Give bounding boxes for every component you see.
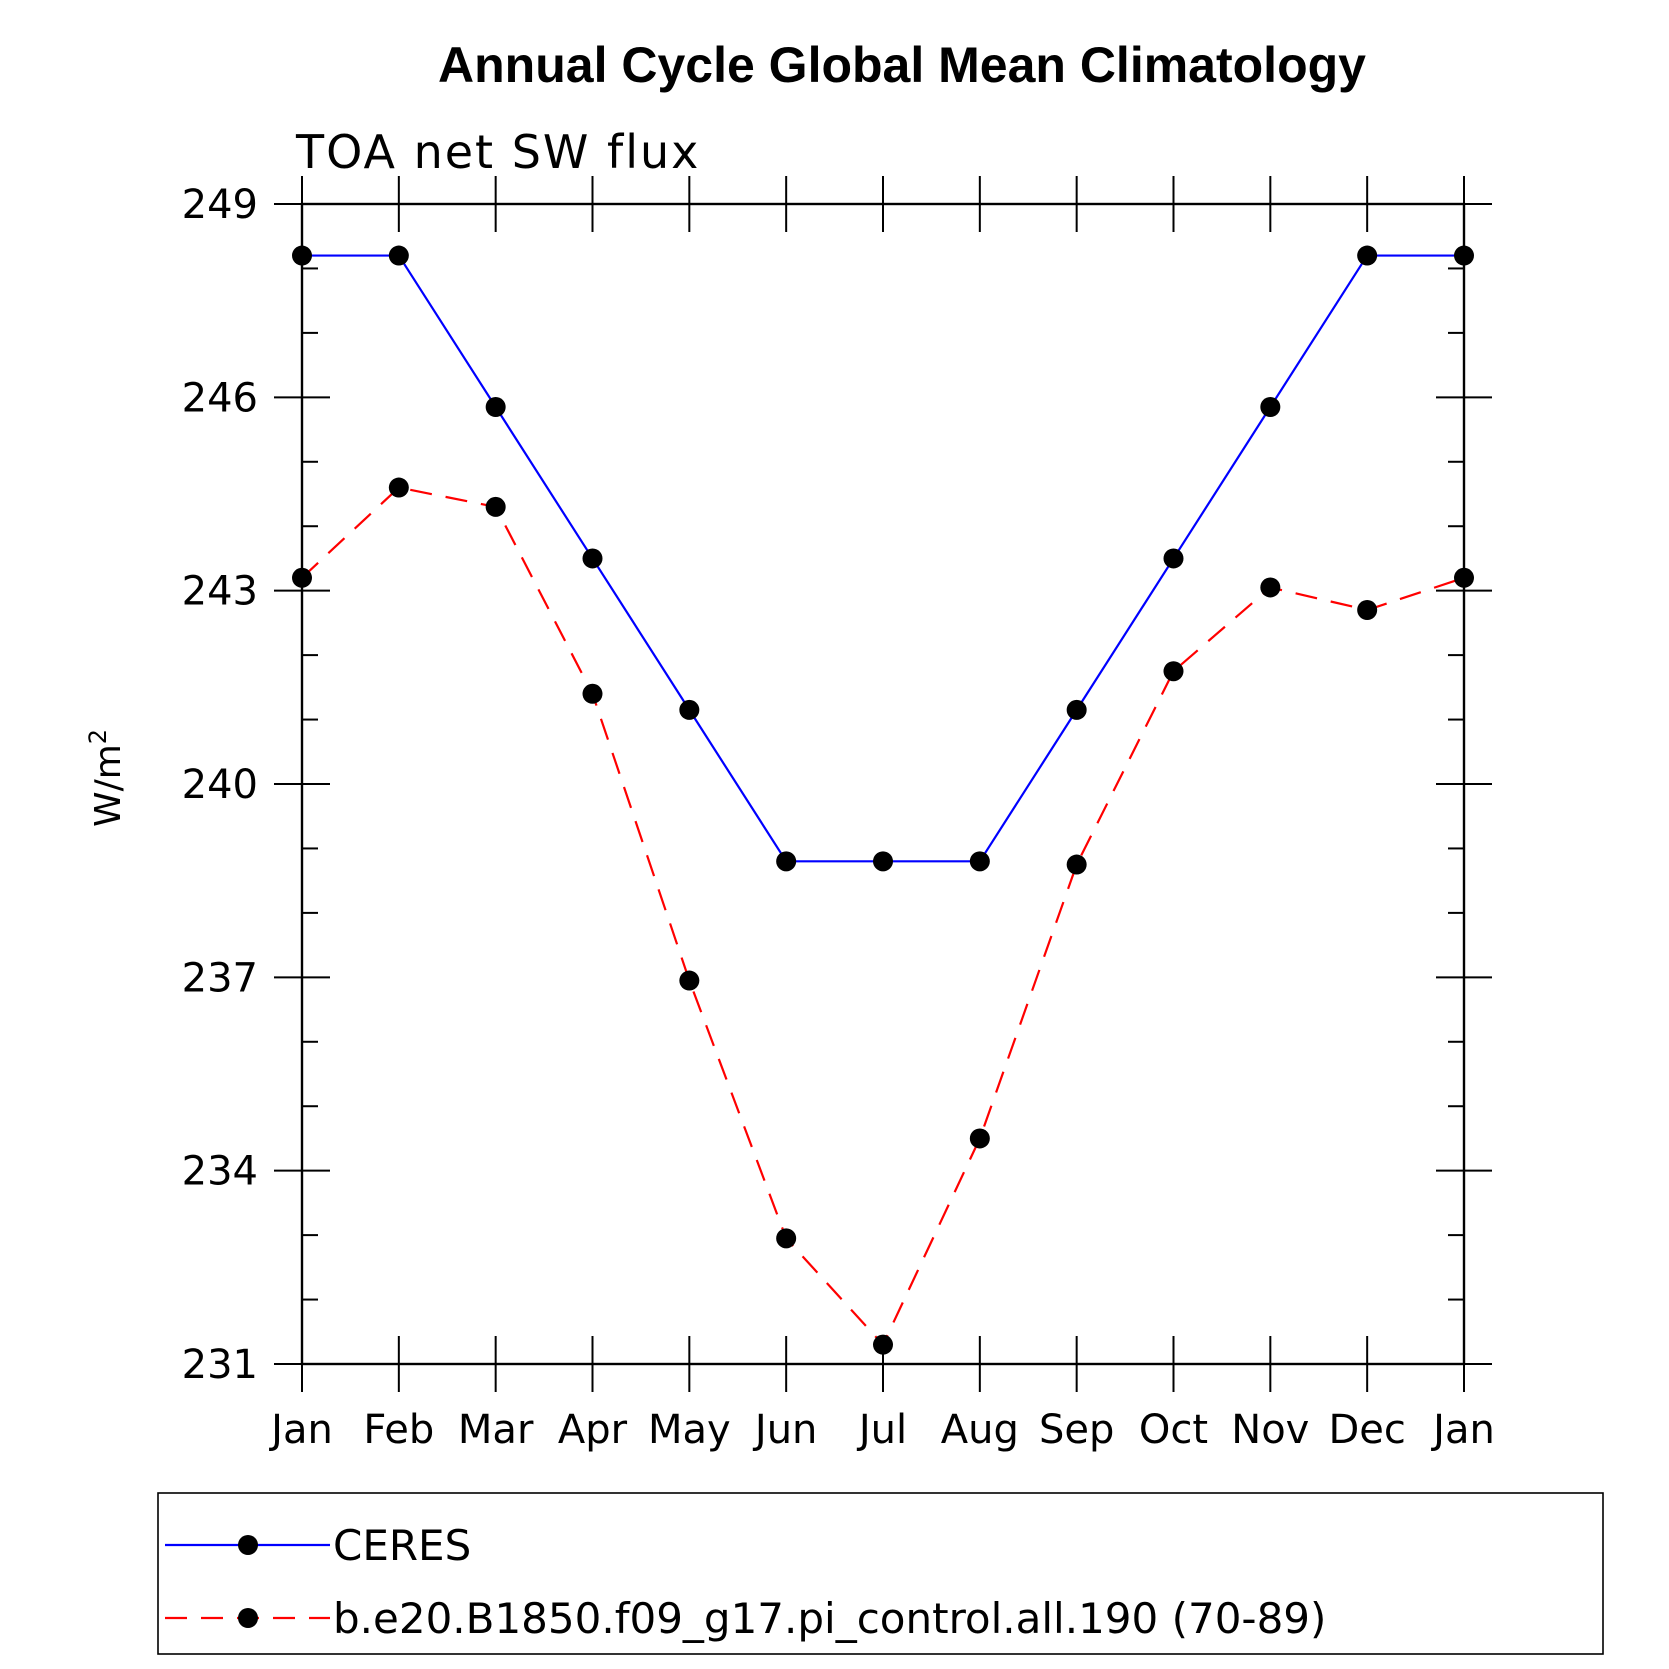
y-tick-label: 240 (182, 762, 258, 808)
series-layer (292, 245, 1474, 1355)
data-point (388, 245, 409, 266)
x-tick-label: Aug (941, 1407, 1019, 1453)
data-point (776, 1228, 797, 1249)
data-point (679, 699, 700, 720)
x-tick-label: Sep (1039, 1407, 1114, 1453)
y-axis-label-superscript: 2 (84, 729, 112, 744)
data-point (1163, 661, 1184, 682)
x-tick-label: Mar (458, 1407, 534, 1453)
x-tick-label: Jun (752, 1407, 818, 1453)
legend-entry-ceres: CERES (165, 1521, 471, 1570)
data-point (1066, 699, 1087, 720)
series-line (301, 486, 1465, 1347)
data-point (292, 245, 312, 266)
data-point (1260, 577, 1281, 598)
data-point (776, 851, 797, 872)
x-tick-label: Oct (1139, 1407, 1208, 1453)
x-tick-label: Apr (558, 1407, 628, 1453)
legend-marker-model (238, 1608, 258, 1628)
legend-entry-model: b.e20.B1850.f09_g17.pi_control.all.190 (… (165, 1594, 1326, 1643)
data-point (1260, 397, 1281, 417)
series-0 (292, 245, 1474, 872)
data-point (873, 1334, 893, 1355)
x-tick-label: Jan (268, 1407, 333, 1453)
data-point (969, 1128, 990, 1149)
x-tick-label: May (648, 1407, 731, 1453)
data-point (1454, 245, 1474, 266)
data-point (969, 851, 990, 872)
data-point (1163, 548, 1184, 569)
data-point (582, 548, 603, 569)
y-axis-label-text: W/m (88, 744, 129, 827)
x-tick-label: Dec (1328, 1407, 1405, 1453)
y-tick-label: 231 (182, 1342, 258, 1388)
x-tick-label: Jan (1430, 1407, 1495, 1453)
data-point (1357, 245, 1378, 266)
x-tick-label: Nov (1231, 1407, 1309, 1453)
legend-box (157, 1492, 1604, 1655)
chart-title: Annual Cycle Global Mean Climatology (438, 37, 1366, 93)
legend-label-model: b.e20.B1850.f09_g17.pi_control.all.190 (… (333, 1594, 1326, 1643)
y-axis-label: W/m2 (84, 729, 129, 827)
series-line (302, 254, 1464, 863)
data-point (1066, 854, 1087, 875)
chart-subtitle: TOA net SW flux (295, 125, 700, 179)
plot-axes: 231 234 237 240 243 246 249 Jan Feb Mar Apr May Jun J… (182, 176, 1495, 1453)
x-tick-label: Feb (363, 1407, 434, 1453)
data-point (292, 567, 312, 588)
x-tick-label: Jul (856, 1407, 907, 1453)
data-point (1357, 600, 1378, 620)
legend: CERES b.e20.B1850.f09_g17.pi_control.all… (157, 1492, 1604, 1655)
legend-label-ceres: CERES (333, 1521, 471, 1570)
data-point (388, 477, 409, 498)
data-point (1454, 567, 1474, 588)
legend-marker-ceres (238, 1535, 258, 1555)
data-point (582, 683, 603, 704)
data-point (485, 496, 506, 517)
data-point (873, 851, 893, 872)
data-point (679, 970, 700, 991)
y-tick-label: 249 (182, 182, 258, 228)
y-tick-label: 234 (182, 1149, 258, 1195)
y-tick-label: 246 (182, 375, 258, 421)
y-tick-label: 243 (182, 569, 258, 615)
y-tick-label: 237 (182, 955, 258, 1001)
data-point (485, 397, 506, 417)
series-1 (292, 477, 1474, 1355)
